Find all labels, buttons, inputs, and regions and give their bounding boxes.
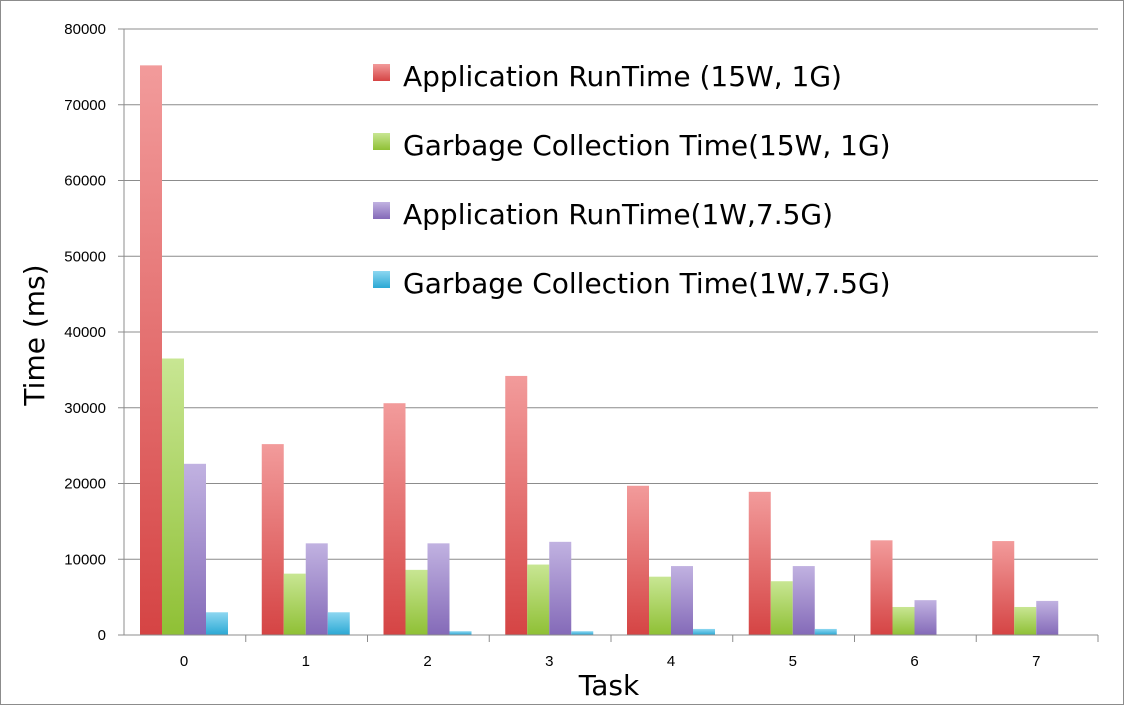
tick-labels: 0 10000 20000 30000 40000 50000 60000 70000 8000…: [64, 21, 1040, 670]
x-tick-label: 1: [302, 653, 310, 670]
bar: [892, 606, 915, 635]
bar: [748, 491, 771, 635]
legend-label: Application RunTime(1W,7.5G): [403, 198, 833, 231]
legend-swatch: [373, 133, 390, 150]
x-tick-label: 0: [180, 653, 188, 670]
bar: [405, 569, 428, 635]
bar: [549, 541, 572, 635]
legend: Application RunTime (15W, 1G) Garbage Col…: [373, 60, 891, 300]
legend-swatch: [373, 64, 390, 81]
legend-label: Garbage Collection Time(15W, 1G): [403, 129, 891, 162]
bar: [693, 628, 715, 635]
bar: [792, 566, 815, 635]
bar: [427, 543, 450, 635]
bar: [527, 564, 550, 635]
y-tick-label: 70000: [64, 97, 106, 114]
legend-label: Garbage Collection Time(1W,7.5G): [403, 267, 891, 300]
y-tick-label: 40000: [64, 324, 106, 341]
bar: [1014, 606, 1037, 635]
x-tick-label: 2: [423, 653, 431, 670]
bar: [870, 540, 893, 635]
bar: [184, 463, 206, 635]
x-tick-label: 4: [667, 653, 675, 670]
bar: [261, 444, 284, 635]
bars: [140, 65, 1059, 636]
bar: [383, 403, 406, 635]
x-tick-label: 7: [1032, 653, 1040, 670]
bar: [914, 600, 937, 635]
bar: [571, 631, 594, 635]
y-tick-label: 60000: [64, 173, 106, 190]
bar: [814, 628, 837, 635]
bar: [162, 358, 184, 635]
x-tick-label: 6: [910, 653, 918, 670]
gridlines: [124, 28, 1098, 560]
bar: [449, 631, 472, 635]
y-tick-label: 10000: [64, 551, 106, 568]
bar: [770, 581, 793, 635]
x-tick-label: 5: [789, 653, 797, 670]
y-tick-label: 50000: [64, 248, 106, 265]
bar: [649, 576, 671, 635]
y-tick-label: 20000: [64, 476, 106, 493]
bar: [992, 541, 1015, 635]
y-tick-label: 80000: [64, 21, 106, 38]
bar: [305, 543, 328, 635]
legend-swatch: [373, 202, 390, 219]
x-axis-title: Task: [578, 669, 640, 702]
bar: [1036, 600, 1059, 635]
bar: [505, 375, 528, 635]
bar: [671, 566, 693, 635]
bar: [140, 65, 162, 636]
y-tick-label: 0: [98, 627, 106, 644]
axes: [118, 28, 1099, 642]
bar: [627, 485, 649, 635]
legend-label: Application RunTime (15W, 1G): [403, 60, 842, 93]
bar: [327, 612, 350, 635]
x-tick-label: 3: [545, 653, 553, 670]
bar: [206, 612, 228, 635]
bar: [283, 573, 306, 635]
y-axis-title: Time (ms): [18, 264, 51, 406]
legend-swatch: [373, 271, 390, 288]
y-tick-label: 30000: [64, 400, 106, 417]
